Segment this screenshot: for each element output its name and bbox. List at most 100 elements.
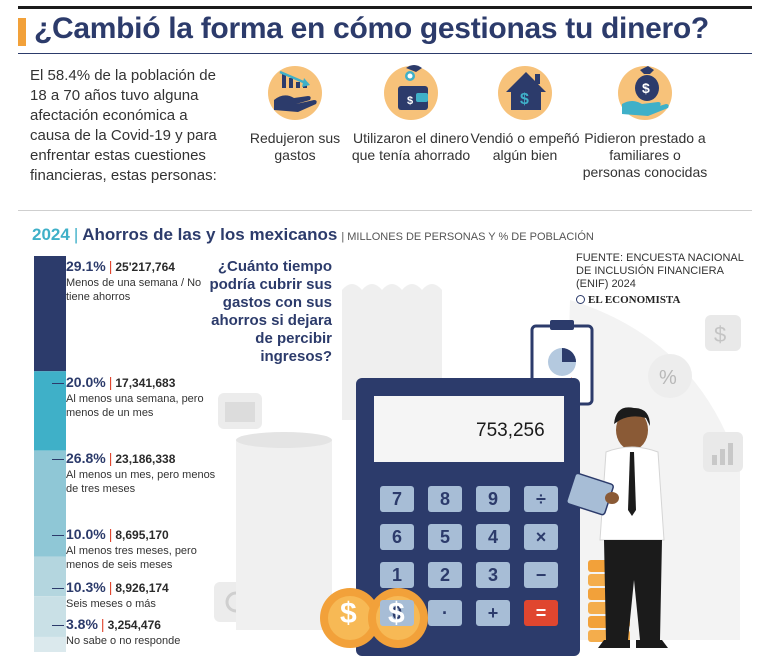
segment-percent: 3.8% [66, 616, 98, 632]
chart-units: | MILLONES DE PERSONAS Y % DE POBLACIÓN [341, 231, 594, 243]
action-label: Vendió o empeñó algún bien [470, 130, 580, 163]
section-divider [18, 210, 752, 211]
segment-head: 10.3% | 8,926,174 [66, 579, 226, 597]
calculator-display-value: 753,256 [476, 420, 545, 441]
action-borrow: $ Pidieron prestado a familiares o perso… [580, 66, 710, 181]
calculator-key: 7 [380, 486, 414, 512]
calculator-key: × [524, 524, 558, 550]
calculator-key: 1 [380, 562, 414, 588]
percent-bubble-icon [648, 354, 692, 398]
segment-label: 26.8% | 23,186,338 Al menos un mes, pero me… [52, 450, 226, 496]
segment-head: 29.1% | 25'217,764 [66, 258, 226, 276]
segment-category: Al menos una semana, pero menos de un me… [66, 393, 204, 419]
segment-label: 10.0% | 8,695,170 Al menos tres meses, pero… [52, 526, 226, 572]
coin-dollar-sign: $ [340, 597, 357, 630]
action-label: Utilizaron el dinero que tenía ahorrado [351, 130, 471, 163]
calculator-key: 9 [476, 486, 510, 512]
chart-year-separator: | [73, 225, 79, 244]
segment-connector [52, 459, 64, 460]
calculator-key: 0 [380, 600, 414, 626]
coin-dollar-sign: $ [388, 597, 405, 630]
svg-text:$: $ [714, 322, 726, 347]
title-underline [18, 53, 752, 54]
segment-connector [52, 535, 64, 536]
action-sell-pawn: $ Vendió o empeñó algún bien [460, 66, 590, 164]
segment-value: 25'217,764 [115, 260, 175, 274]
hand-chart-icon [268, 66, 322, 120]
action-reduce-expenses: Redujeron sus gastos [230, 66, 360, 164]
person-illustration [566, 407, 668, 648]
calculator-key: · [428, 600, 462, 626]
chart-subheader: 2024 | Ahorros de las y los mexicanos | MIL… [32, 225, 594, 245]
segment-separator: | [108, 526, 113, 542]
bar-segment [34, 256, 66, 372]
action-use-savings: $ Utilizaron el dinero que tenía ahorrad… [346, 65, 476, 164]
dollar-tile-icon [705, 315, 741, 351]
source-note: FUENTE: ENCUESTA NACIONAL DE INCLUSIÓN F… [576, 252, 744, 290]
calculator-key: ÷ [524, 486, 558, 512]
segment-label: 10.3% | 8,926,174 Seis meses o más [52, 579, 226, 611]
segment-label: 29.1% | 25'217,764 Menos de una semana / No… [52, 258, 226, 304]
segment-head: 10.0% | 8,695,170 [66, 526, 226, 544]
segment-connector [52, 588, 64, 589]
action-label: Pidieron prestado a familiares o persona… [582, 130, 708, 180]
segment-category: Seis meses o más [66, 598, 156, 610]
segment-separator: | [100, 616, 105, 632]
title-accent-bar [18, 18, 26, 46]
calculator-key: = [524, 600, 558, 626]
segment-value: 3,254,476 [107, 618, 161, 632]
svg-text:%: % [659, 367, 677, 389]
segment-category: Al menos tres meses, pero menos de seis … [66, 545, 197, 571]
calculator-key: 8 [428, 486, 462, 512]
action-label: Redujeron sus gastos [249, 130, 341, 163]
segment-category: Menos de una semana / No tiene ahorros [66, 277, 202, 303]
segment-label: 3.8% | 3,254,476 No sabe o no responde [52, 616, 226, 648]
segment-value: 8,926,174 [115, 581, 169, 595]
segment-category: No sabe o no responde [66, 635, 181, 647]
segment-connector [52, 267, 64, 268]
bar-segment [34, 636, 66, 652]
segment-separator: | [108, 258, 113, 274]
bar-segment [34, 596, 66, 637]
segment-head: 3.8% | 3,254,476 [66, 616, 226, 634]
segment-label: 20.0% | 17,341,683 Al menos una semana, per… [52, 374, 226, 420]
segment-percent: 10.3% [66, 579, 106, 595]
segment-separator: | [108, 374, 113, 390]
bar-segment [34, 556, 66, 597]
svg-text:$: $ [642, 80, 650, 96]
wallet-icon: $ [384, 65, 438, 120]
calculator-key: 2 [428, 562, 462, 588]
top-rule [18, 6, 752, 9]
segment-separator: | [108, 579, 113, 595]
page-title: ¿Cambió la forma en cómo gestionas tu di… [34, 12, 709, 45]
calculator-key: 6 [380, 524, 414, 550]
house-dollar-icon: $ [498, 66, 552, 120]
brand-name: EL ECONOMISTA [588, 294, 681, 306]
stacked-bar-chart [34, 256, 66, 652]
svg-text:$: $ [407, 95, 413, 107]
bar-segment [34, 450, 66, 557]
segment-head: 20.0% | 17,341,683 [66, 374, 226, 392]
chart-title: Ahorros de las y los mexicanos [82, 225, 338, 244]
segment-value: 17,341,683 [115, 376, 176, 390]
calculator-display [374, 396, 564, 462]
segment-connector [52, 383, 64, 384]
chart-year: 2024 [32, 225, 70, 244]
svg-text:$: $ [520, 91, 529, 108]
segment-head: 26.8% | 23,186,338 [66, 450, 226, 468]
segment-value: 23,186,338 [115, 452, 176, 466]
calculator-key: + [476, 600, 510, 626]
calculator-key: − [524, 562, 558, 588]
calculator-key: 3 [476, 562, 510, 588]
calculator-key: 4 [476, 524, 510, 550]
segment-percent: 26.8% [66, 450, 106, 466]
segment-category: Al menos un mes, pero menos de tres mese… [66, 469, 216, 495]
intro-text: El 58.4% de la población de 18 a 70 años… [30, 67, 217, 184]
brand-logo: EL ECONOMISTA [576, 294, 680, 306]
segment-percent: 10.0% [66, 526, 106, 542]
segment-connector [52, 625, 64, 626]
chart-question: ¿Cuánto tiempo podría cubrir sus gastos … [209, 258, 332, 365]
calculator-key: 5 [428, 524, 462, 550]
segment-value: 8,695,170 [115, 528, 169, 542]
